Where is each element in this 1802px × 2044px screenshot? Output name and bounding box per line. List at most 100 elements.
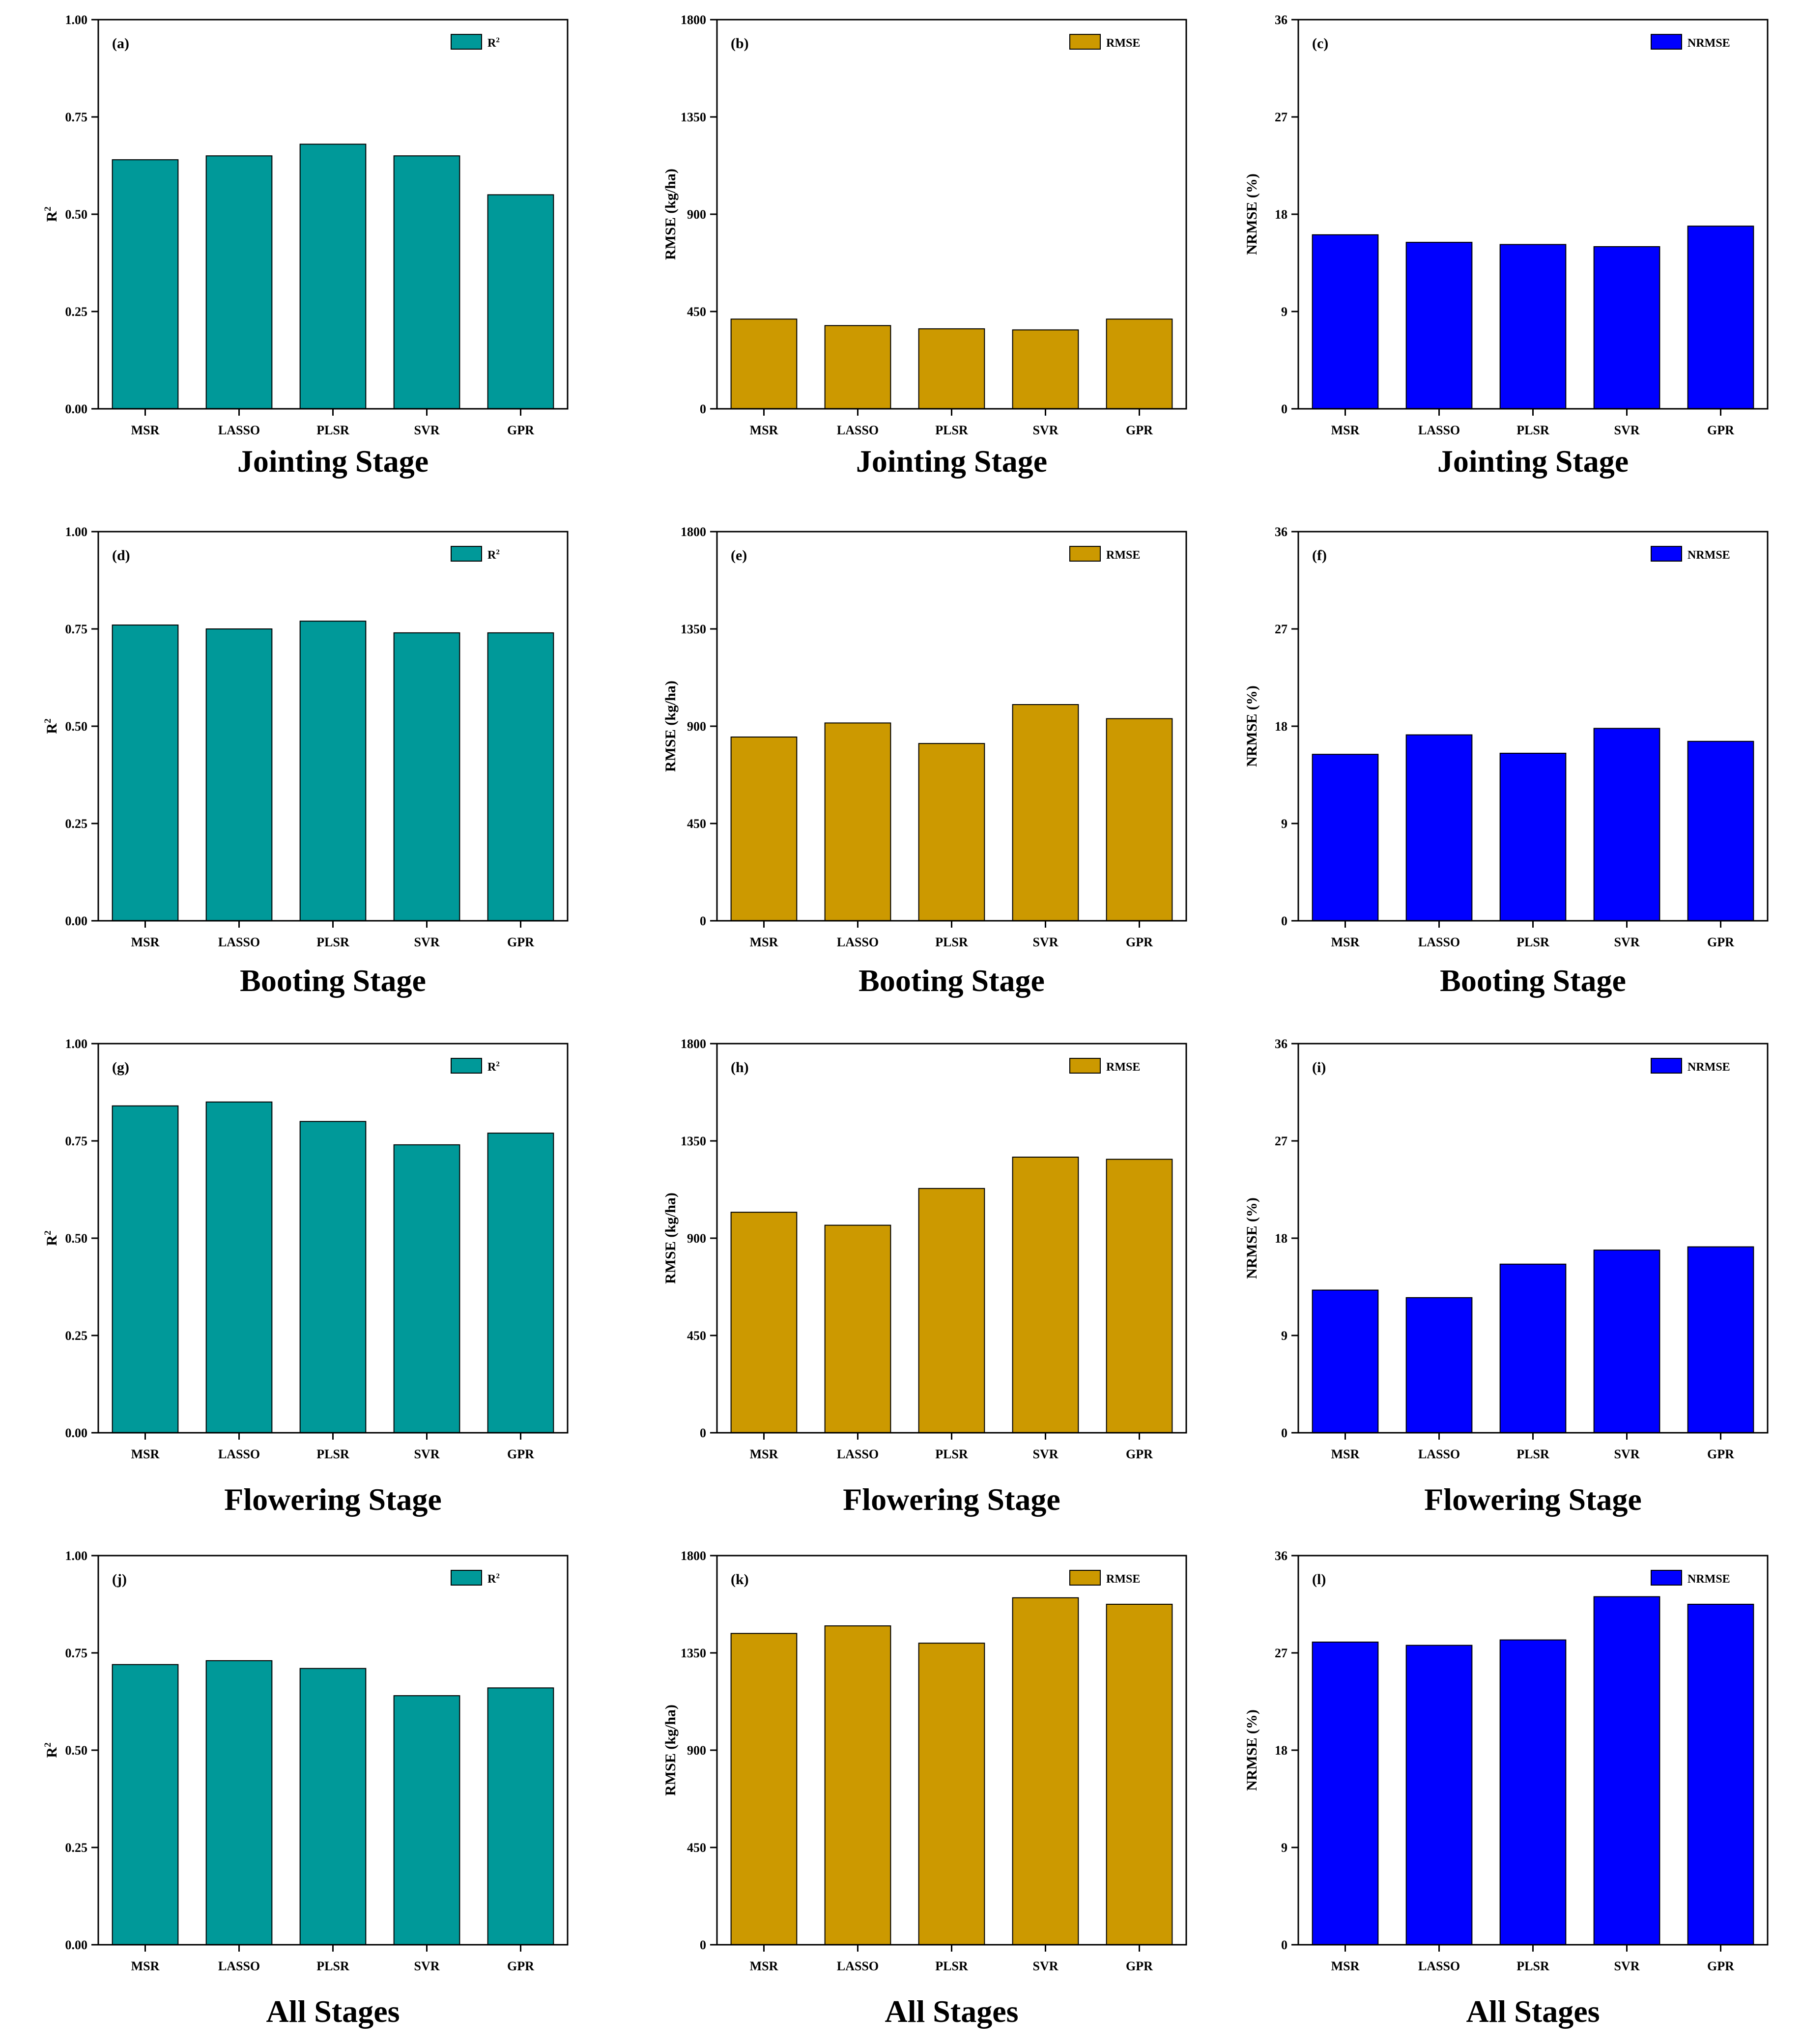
bar-lasso bbox=[824, 325, 891, 409]
y-tick-label: 0 bbox=[1281, 914, 1287, 928]
y-tick-label: 0.00 bbox=[65, 402, 88, 416]
x-tick-label: MSR bbox=[750, 423, 778, 437]
x-tick-label: GPR bbox=[1707, 935, 1734, 949]
x-tick-label: GPR bbox=[507, 935, 534, 949]
legend-label: RMSE bbox=[1106, 1573, 1140, 1586]
panel-letter: (c) bbox=[1312, 35, 1328, 52]
bar-plsr bbox=[1499, 1639, 1567, 1946]
x-tick-label: PLSR bbox=[316, 423, 349, 437]
panel-letter: (d) bbox=[112, 547, 130, 564]
x-tick-label: GPR bbox=[1707, 1959, 1734, 1973]
panel-letter: (a) bbox=[112, 35, 129, 52]
x-tick-label: GPR bbox=[1126, 1447, 1153, 1461]
bar-svr bbox=[393, 1144, 460, 1433]
bar-plsr bbox=[1499, 244, 1567, 409]
y-tick-label: 18 bbox=[1275, 1743, 1287, 1758]
panel-letter: (i) bbox=[1312, 1059, 1326, 1076]
chart-panel-k: 0 450 900 1350 1800 MSR LASSO PLSR SVR GPR RMSE (k… bbox=[662, 1549, 1187, 2029]
bar-svr bbox=[1012, 329, 1079, 410]
y-tick-label: 450 bbox=[687, 1329, 706, 1343]
x-tick-label: PLSR bbox=[316, 935, 349, 949]
bar-svr bbox=[1012, 1157, 1079, 1433]
bar-lasso bbox=[205, 628, 273, 921]
legend-label: R2 bbox=[487, 548, 500, 562]
bar-plsr bbox=[299, 1121, 367, 1433]
bar-msr bbox=[730, 737, 798, 921]
legend-swatch bbox=[451, 34, 482, 50]
y-axis-title: RMSE (kg/ha) bbox=[662, 1704, 679, 1796]
y-tick-label: 18 bbox=[1275, 1231, 1287, 1246]
y-tick-label: 0 bbox=[700, 914, 706, 928]
chart-panel-h: 0 450 900 1350 1800 MSR LASSO PLSR SVR GPR RMSE (k… bbox=[662, 1037, 1187, 1517]
legend-label-superscript: 2 bbox=[496, 1572, 500, 1580]
stage-title: Jointing Stage bbox=[1437, 444, 1629, 479]
y-tick-label: 0.50 bbox=[65, 1231, 88, 1246]
y-axis-title-superscript: 2 bbox=[43, 1230, 53, 1235]
panel-letter: (f) bbox=[1312, 547, 1327, 564]
bar-svr bbox=[393, 1695, 460, 1946]
y-tick-label: 9 bbox=[1281, 1841, 1287, 1855]
x-tick-label: SVR bbox=[414, 935, 439, 949]
legend-swatch bbox=[1651, 546, 1682, 562]
legend-swatch bbox=[1069, 1570, 1101, 1586]
x-tick-label: SVR bbox=[1614, 1447, 1639, 1461]
y-axis-title: NRMSE (%) bbox=[1244, 685, 1260, 767]
bar-svr bbox=[393, 632, 460, 922]
x-tick-label: GPR bbox=[1707, 1447, 1734, 1461]
y-tick-label: 1350 bbox=[681, 622, 706, 636]
bar-lasso bbox=[1405, 1297, 1473, 1433]
bar-msr bbox=[730, 318, 798, 410]
bar-lasso bbox=[824, 722, 891, 922]
y-tick-label: 0.00 bbox=[65, 1938, 88, 1952]
y-tick-label: 1800 bbox=[681, 13, 706, 27]
panel-letter: (e) bbox=[731, 547, 747, 564]
y-tick-label: 0.00 bbox=[65, 1426, 88, 1440]
bar-svr bbox=[1593, 1596, 1660, 1946]
x-tick-label: PLSR bbox=[1516, 935, 1549, 949]
y-tick-label: 1.00 bbox=[65, 525, 88, 539]
y-axis-title: RMSE (kg/ha) bbox=[662, 681, 679, 772]
bar-msr bbox=[1312, 234, 1379, 409]
legend-label: R2 bbox=[487, 36, 500, 50]
x-tick-label: LASSO bbox=[837, 935, 879, 949]
y-tick-label: 36 bbox=[1275, 525, 1287, 539]
bar-plsr bbox=[918, 1643, 985, 1945]
y-tick-label: 36 bbox=[1275, 13, 1287, 27]
y-tick-label: 0.50 bbox=[65, 719, 88, 734]
stage-title: Flowering Stage bbox=[224, 1482, 442, 1517]
y-tick-label: 0.75 bbox=[65, 110, 88, 124]
x-tick-label: GPR bbox=[507, 1447, 534, 1461]
panel-letter: (g) bbox=[112, 1059, 129, 1076]
bar-lasso bbox=[1405, 242, 1473, 409]
bar-msr bbox=[1312, 754, 1379, 921]
panel-letter: (b) bbox=[731, 35, 749, 52]
x-tick-label: GPR bbox=[1126, 935, 1153, 949]
y-tick-label: 1350 bbox=[681, 1134, 706, 1148]
x-tick-label: MSR bbox=[750, 935, 778, 949]
y-axis-title: R2 bbox=[43, 718, 60, 734]
y-tick-label: 1.00 bbox=[65, 1037, 88, 1051]
bar-gpr bbox=[1687, 1246, 1754, 1434]
legend-swatch bbox=[451, 1058, 482, 1074]
y-tick-label: 0.75 bbox=[65, 1646, 88, 1660]
bar-lasso bbox=[205, 1101, 273, 1434]
chart-panel-f: 0 9 18 27 36 MSR LASSO PLSR SVR GPR NRMSE (%) (f) NR… bbox=[1244, 525, 1769, 998]
y-axis-title: R2 bbox=[43, 1742, 60, 1758]
x-tick-label: SVR bbox=[1614, 935, 1639, 949]
x-tick-label: SVR bbox=[414, 1447, 439, 1461]
legend-label-superscript: 2 bbox=[496, 548, 500, 556]
legend-label: RMSE bbox=[1106, 37, 1140, 50]
x-tick-label: MSR bbox=[1331, 935, 1360, 949]
bar-lasso bbox=[205, 155, 273, 409]
chart-panel-c: 0 9 18 27 36 MSR LASSO PLSR SVR GPR NRMSE (%) (c) NR… bbox=[1244, 13, 1769, 479]
y-tick-label: 900 bbox=[687, 1743, 706, 1758]
x-tick-label: MSR bbox=[131, 935, 160, 949]
y-tick-label: 1800 bbox=[681, 525, 706, 539]
bar-lasso bbox=[1405, 1645, 1473, 1946]
y-axis-title: RMSE (kg/ha) bbox=[662, 169, 679, 260]
legend-label: NRMSE bbox=[1688, 549, 1730, 562]
x-tick-label: SVR bbox=[414, 423, 439, 437]
y-tick-label: 1.00 bbox=[65, 1549, 88, 1563]
bar-msr bbox=[112, 159, 179, 409]
